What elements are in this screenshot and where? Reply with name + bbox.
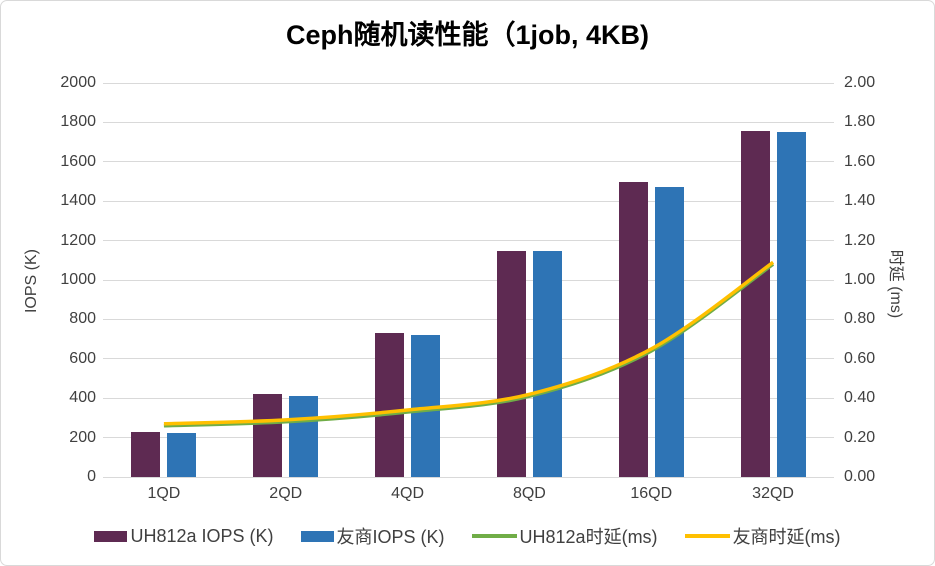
gridline — [103, 161, 834, 163]
bar-uh812a-4qd — [375, 333, 405, 477]
y-tick-left: 1400 — [60, 192, 96, 210]
legend-item-uh812a-latency: UH812a时延(ms) — [471, 523, 658, 549]
y-tick-left: 1800 — [60, 113, 96, 131]
latency-lines — [163, 260, 775, 428]
bar-vendor-32qd — [776, 132, 806, 477]
gridline — [103, 121, 834, 123]
x-label-16qd: 16QD — [630, 485, 673, 502]
legend-item-vendor-iops: 友商IOPS (K) — [300, 523, 445, 549]
bar-uh812a-2qd — [253, 394, 283, 477]
y-tick-right: 2.00 — [844, 74, 876, 91]
y-tick-right: 0.20 — [844, 428, 876, 446]
y-tick-left: 0 — [87, 468, 96, 485]
gridline — [103, 476, 834, 478]
y-tick-left: 1000 — [60, 271, 96, 288]
y-tick-right: 1.00 — [844, 271, 876, 288]
legend-item-uh812a-iops: UH812a IOPS (K) — [94, 525, 274, 547]
x-label-32qd: 32QD — [752, 485, 794, 502]
bar-vendor-2qd — [289, 395, 319, 477]
y-tick-left: 600 — [69, 349, 96, 367]
y-tick-left: 400 — [69, 389, 96, 407]
plot-area — [103, 82, 834, 478]
legend-swatch-vendor-latency — [684, 534, 730, 538]
gridline — [103, 279, 834, 281]
y-tick-right: 1.20 — [844, 231, 876, 249]
legend-label-uh812a-latency: UH812a时延(ms) — [519, 527, 658, 547]
legend-label-uh812a-iops: UH812a IOPS (K) — [130, 525, 274, 546]
bar-uh812a-8qd — [496, 250, 526, 477]
gridline — [103, 318, 834, 320]
latency-line-vendor — [163, 260, 775, 426]
legend-swatch-uh812a-iops — [94, 530, 128, 542]
bar-uh812a-16qd — [618, 181, 648, 477]
y-tick-right: 1.40 — [844, 192, 876, 210]
y-tick-right: 1.60 — [844, 152, 876, 170]
legend: UH812a IOPS (K) 友商IOPS (K) UH812a时延(ms) … — [1, 521, 934, 551]
y-tick-right: 1.80 — [844, 113, 876, 131]
gridline — [103, 397, 834, 399]
y-tick-left: 2000 — [60, 74, 96, 91]
gridline — [103, 82, 834, 84]
legend-swatch-vendor-iops — [300, 530, 334, 542]
y-tick-left: 800 — [69, 310, 96, 328]
legend-item-vendor-latency: 友商时延(ms) — [684, 523, 841, 549]
legend-swatch-uh812a-latency — [471, 534, 517, 538]
latency-line-uh812a — [163, 262, 775, 428]
x-label-2qd: 2QD — [269, 485, 303, 502]
chart-title: Ceph随机读性能（1job, 4KB) — [285, 20, 649, 50]
y-tick-left: 1600 — [60, 152, 96, 170]
bar-uh812a-1qd — [131, 431, 161, 477]
y-tick-left: 1200 — [60, 231, 96, 249]
gridline — [103, 240, 834, 242]
y-tick-right: 0.40 — [844, 389, 876, 407]
y-tick-right: 0.00 — [844, 468, 876, 485]
bar-vendor-8qd — [532, 250, 562, 477]
gridline — [103, 200, 834, 202]
x-label-1qd: 1QD — [147, 485, 181, 502]
legend-label-vendor-iops: 友商IOPS (K) — [336, 527, 445, 547]
y-tick-right: 0.60 — [844, 349, 876, 367]
y-tick-left: 200 — [69, 428, 96, 446]
gridline — [103, 437, 834, 439]
legend-label-vendor-latency: 友商时延(ms) — [732, 527, 841, 547]
bar-uh812a-32qd — [740, 131, 770, 477]
y-tick-right: 0.80 — [844, 310, 876, 328]
gridline — [103, 358, 834, 360]
x-label-4qd: 4QD — [391, 485, 425, 502]
bar-vendor-1qd — [167, 432, 197, 477]
x-label-8qd: 8QD — [512, 485, 546, 502]
